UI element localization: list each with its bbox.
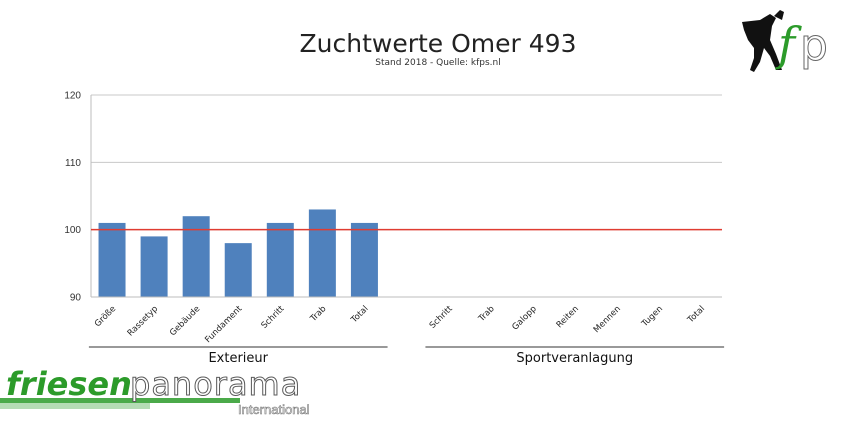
logo-p: p (800, 20, 828, 71)
watermark-bar (0, 398, 240, 403)
x-tick-label: Total (685, 304, 707, 326)
x-axis: Größe Rassetyp Gebäude Fundament Schritt Trab… (91, 296, 722, 346)
bar-5 (266, 222, 294, 297)
x-tick-label: Trab (476, 304, 497, 325)
bar-4 (224, 243, 252, 297)
x-tick-label: Schritt (428, 304, 455, 331)
x-tick-label: Tugen (639, 304, 665, 330)
group-label: Exterieur (208, 351, 268, 366)
group-label: Sportveranlagung (516, 351, 633, 366)
x-tick-label: Reiten (555, 304, 581, 330)
x-tick-label: Mennen (592, 304, 623, 335)
x-tick-label: Galopp (510, 304, 538, 332)
y-axis: 90 100 110 120 (64, 91, 92, 304)
bar-6 (308, 209, 336, 297)
bars (98, 209, 378, 297)
watermark-international: International (238, 402, 310, 417)
bar-3 (182, 216, 210, 297)
y-tick-label: 90 (70, 293, 82, 304)
watermark-panorama: panorama (130, 365, 301, 403)
watermark-bar-fade (0, 403, 150, 409)
y-tick-label: 110 (65, 158, 81, 169)
bar-2 (140, 236, 168, 297)
x-tick-label: Gebäude (168, 304, 202, 338)
y-tick-label: 100 (64, 225, 81, 236)
horse-logo-icon: f p (742, 10, 828, 72)
chart-subtitle: Stand 2018 - Quelle: kfps.nl (375, 58, 501, 68)
x-tick-label: Fundament (203, 304, 245, 346)
watermark: friesen panorama International (0, 365, 310, 417)
x-tick-label: Rassetyp (126, 304, 160, 338)
category-groups: Exterieur Sportveranlagung (88, 346, 725, 366)
x-tick-label: Trab (308, 304, 329, 325)
y-tick-label: 120 (64, 91, 81, 102)
watermark-friesen: friesen (6, 365, 132, 403)
x-tick-label: Größe (93, 304, 118, 329)
x-tick-label: Total (349, 304, 371, 326)
bar-1 (98, 222, 126, 297)
logo-f: f (775, 17, 802, 71)
bar-7 (350, 222, 378, 297)
chart-title: Zuchtwerte Omer 493 (300, 29, 577, 58)
x-tick-label: Schritt (260, 304, 287, 331)
